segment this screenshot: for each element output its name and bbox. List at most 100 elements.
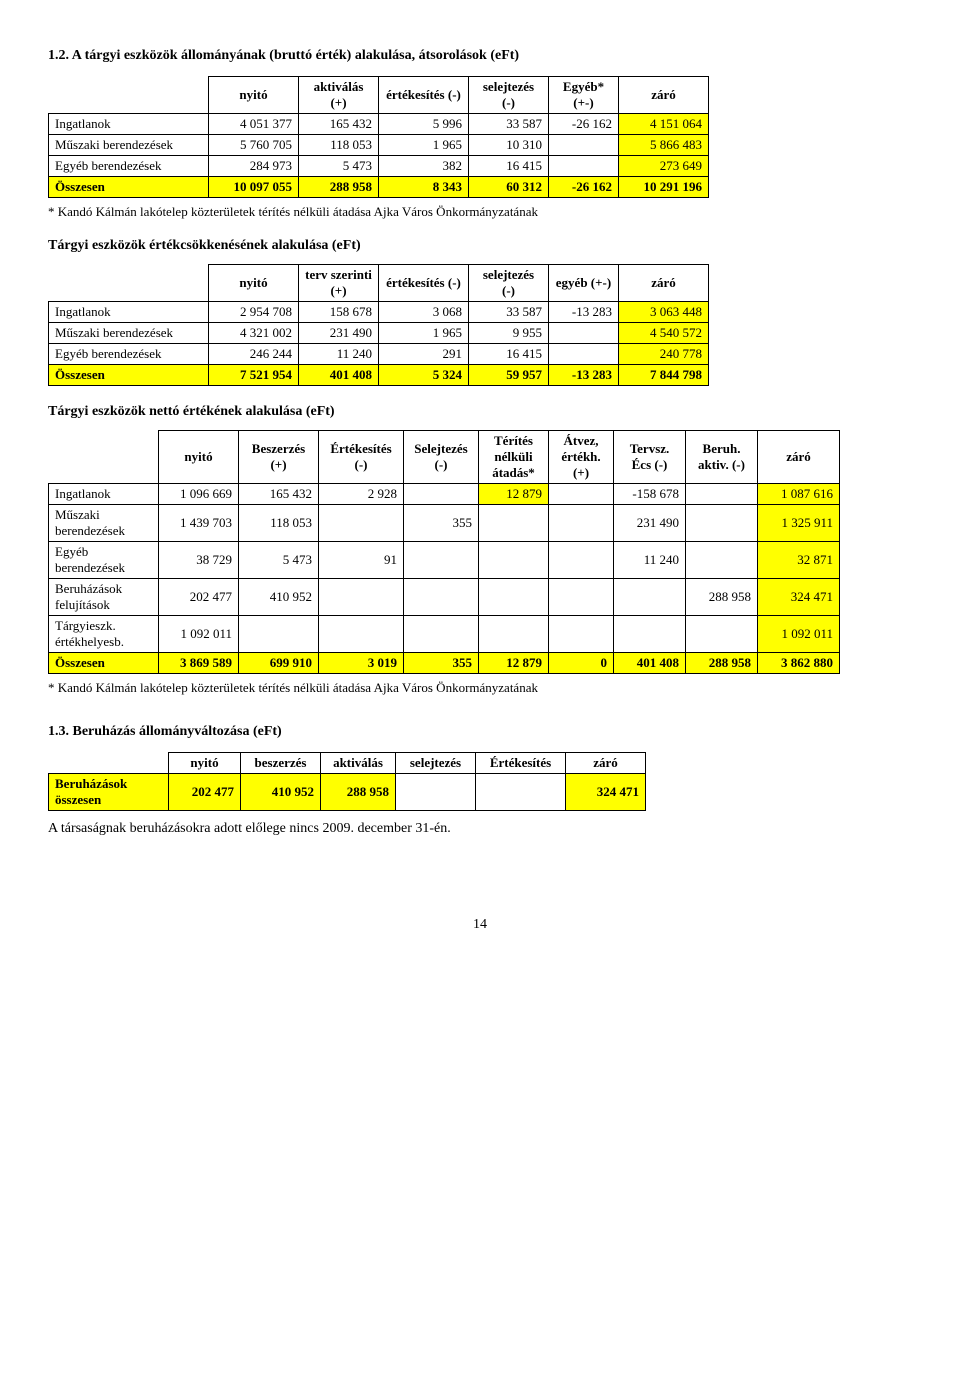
col-header: selejtezés (-) — [469, 265, 549, 302]
cell: 288 958 — [321, 774, 396, 811]
col-header: egyéb (+-) — [549, 265, 619, 302]
cell: 288 958 — [686, 579, 758, 616]
cell: 1 439 703 — [159, 505, 239, 542]
row-label: Ingatlanok — [49, 484, 159, 505]
cell: 410 952 — [241, 774, 321, 811]
row-label: Beruházások összesen — [49, 774, 169, 811]
cell: 240 778 — [619, 344, 709, 365]
cell: 288 958 — [299, 177, 379, 198]
col-header — [49, 431, 159, 484]
cell: 401 408 — [614, 653, 686, 674]
cell — [686, 542, 758, 579]
cell: -13 283 — [549, 302, 619, 323]
cell — [404, 542, 479, 579]
col-header: Beruh. aktiv. (-) — [686, 431, 758, 484]
row-label: Összesen — [49, 177, 209, 198]
cell: 202 477 — [159, 579, 239, 616]
cell: 59 957 — [469, 365, 549, 386]
cell: 3 862 880 — [758, 653, 840, 674]
cell: 1 325 911 — [758, 505, 840, 542]
row-label: Műszaki berendezések — [49, 323, 209, 344]
cell: -26 162 — [549, 114, 619, 135]
col-header: aktiválás (+) — [299, 77, 379, 114]
cell — [686, 484, 758, 505]
cell: 3 063 448 — [619, 302, 709, 323]
col-header: nyitó — [159, 431, 239, 484]
cell: 33 587 — [469, 302, 549, 323]
cell: 16 415 — [469, 344, 549, 365]
col-header: záró — [619, 265, 709, 302]
table-net: nyitóBeszerzés (+)Értékesítés (-)Selejte… — [48, 430, 840, 674]
cell — [479, 505, 549, 542]
cell: 1 092 011 — [159, 616, 239, 653]
cell: 410 952 — [239, 579, 319, 616]
cell: 401 408 — [299, 365, 379, 386]
body-text-13: A társaságnak beruházásokra adott előleg… — [48, 821, 912, 837]
cell — [319, 616, 404, 653]
cell: 1 096 669 — [159, 484, 239, 505]
cell: 4 151 064 — [619, 114, 709, 135]
col-header: nyitó — [209, 77, 299, 114]
section-1-3-title: 1.3. Beruházás állományváltozása (eFt) — [48, 724, 912, 740]
table-beruhazas: nyitóbeszerzésaktiválásselejtezésÉrtékes… — [48, 752, 646, 811]
col-header: Átvez, értékh. (+) — [549, 431, 614, 484]
col-header: nyitó — [209, 265, 299, 302]
net-title: Tárgyi eszközök nettó értékének alakulás… — [48, 404, 912, 420]
cell: 4 540 572 — [619, 323, 709, 344]
col-header: Értékesítés — [476, 753, 566, 774]
cell: 5 473 — [239, 542, 319, 579]
cell: 60 312 — [469, 177, 549, 198]
cell: 11 240 — [299, 344, 379, 365]
cell: 9 955 — [469, 323, 549, 344]
row-label: Egyéb berendezések — [49, 156, 209, 177]
cell — [549, 542, 614, 579]
footnote-12: * Kandó Kálmán lakótelep közterületek té… — [48, 204, 912, 220]
table-brutto: nyitóaktiválás (+)értékesítés (-)selejte… — [48, 76, 709, 198]
cell: -26 162 — [549, 177, 619, 198]
row-label: Összesen — [49, 653, 159, 674]
section-1-2-title: 1.2. A tárgyi eszközök állományának (bru… — [48, 48, 912, 64]
cell: 118 053 — [239, 505, 319, 542]
row-label: Műszaki berendezések — [49, 135, 209, 156]
cell — [549, 484, 614, 505]
cell — [396, 774, 476, 811]
row-label: Tárgyieszk. értékhelyesb. — [49, 616, 159, 653]
cell — [479, 579, 549, 616]
cell: 1 087 616 — [758, 484, 840, 505]
col-header: selejtezés (-) — [469, 77, 549, 114]
cell — [614, 616, 686, 653]
col-header: záró — [566, 753, 646, 774]
cell — [549, 616, 614, 653]
cell: 284 973 — [209, 156, 299, 177]
cell: 10 097 055 — [209, 177, 299, 198]
cell: 3 068 — [379, 302, 469, 323]
cell: 158 678 — [299, 302, 379, 323]
cell: 91 — [319, 542, 404, 579]
cell: 3 869 589 — [159, 653, 239, 674]
row-label: Egyéb berendezések — [49, 344, 209, 365]
cell: 202 477 — [169, 774, 241, 811]
col-header: Értékesítés (-) — [319, 431, 404, 484]
col-header: Egyéb* (+-) — [549, 77, 619, 114]
col-header: Tervsz. Écs (-) — [614, 431, 686, 484]
col-header: Beszerzés (+) — [239, 431, 319, 484]
cell: 5 996 — [379, 114, 469, 135]
cell: 4 051 377 — [209, 114, 299, 135]
cell: 1 092 011 — [758, 616, 840, 653]
cell: 273 649 — [619, 156, 709, 177]
table-depreciation: nyitóterv szerinti (+)értékesítés (-)sel… — [48, 264, 709, 386]
col-header: értékesítés (-) — [379, 77, 469, 114]
cell: 5 760 705 — [209, 135, 299, 156]
cell: 0 — [549, 653, 614, 674]
cell: 382 — [379, 156, 469, 177]
cell: 1 965 — [379, 323, 469, 344]
cell: -13 283 — [549, 365, 619, 386]
cell — [549, 505, 614, 542]
cell — [549, 156, 619, 177]
cell — [549, 323, 619, 344]
cell — [476, 774, 566, 811]
cell: 38 729 — [159, 542, 239, 579]
col-header — [49, 753, 169, 774]
cell — [686, 505, 758, 542]
cell — [614, 579, 686, 616]
